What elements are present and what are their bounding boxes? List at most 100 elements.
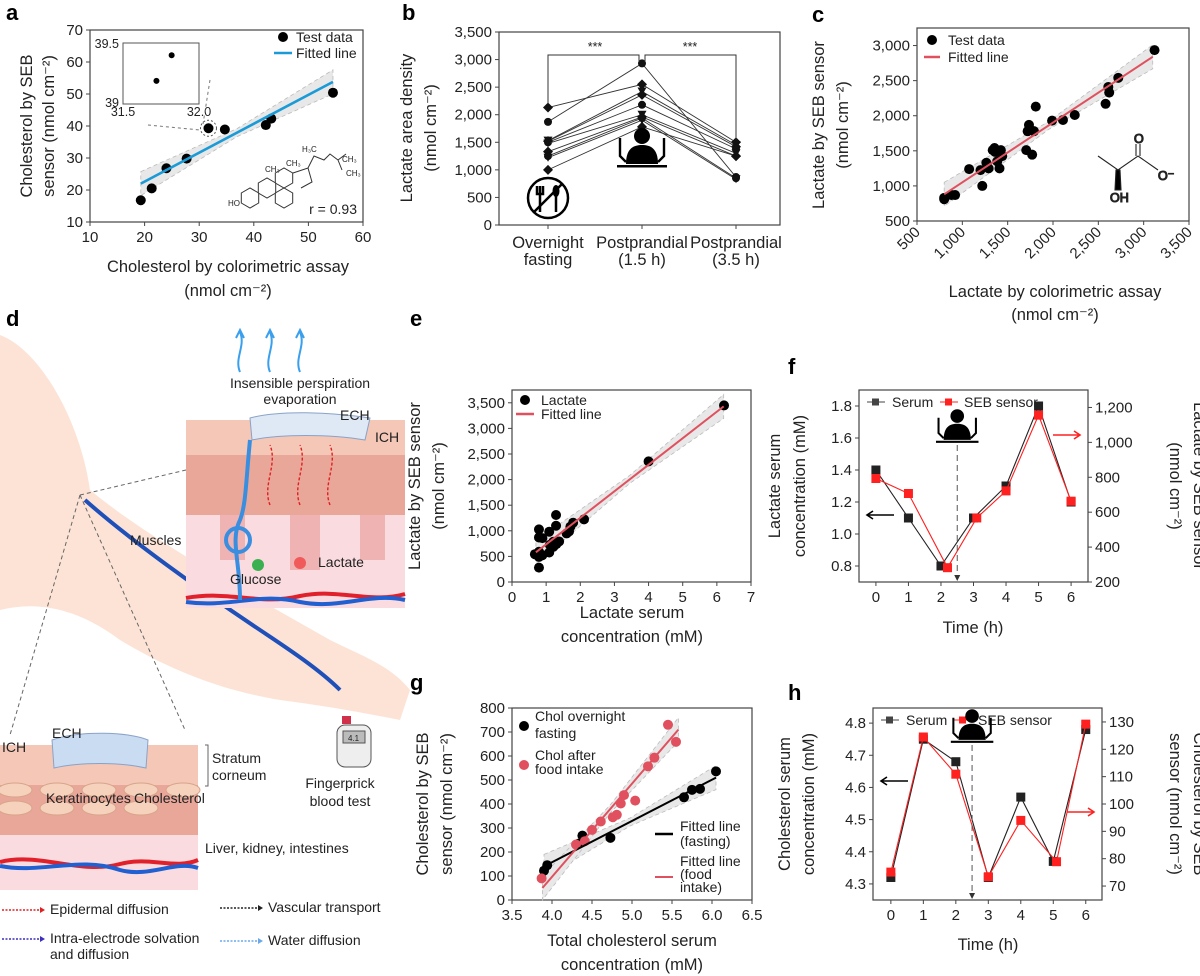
data-point: [871, 473, 881, 483]
y-axis-label: Cholesterol by SEB: [414, 732, 432, 875]
data-point: [942, 563, 952, 573]
y-tick-label: 2,000: [454, 107, 492, 124]
molecule-label: O: [1134, 132, 1144, 146]
inset-frame: [122, 42, 200, 105]
data-point: [637, 89, 647, 100]
x-tick-label: 5.5: [662, 907, 683, 924]
y2-tick-label: 80: [1109, 851, 1126, 868]
significance-bracket: [547, 54, 737, 140]
legend-label: intake): [680, 879, 722, 895]
fitted-line: [140, 80, 334, 185]
y2-tick-label: 800: [1095, 469, 1120, 486]
category-label: Postprandial: [596, 234, 688, 252]
x-tick-label: 1: [919, 907, 927, 924]
data-point: [619, 790, 629, 801]
y2-tick-label: 100: [1109, 796, 1134, 813]
ich-label: ICH: [375, 429, 399, 445]
panel-d-diagram: 4.1: [0, 327, 410, 944]
x-tick-label: 4: [1002, 589, 1010, 606]
legend-label: Test data: [296, 29, 353, 45]
y2-axis-label: Cholesterol by SEB: [1190, 732, 1200, 875]
data-point: [663, 719, 673, 730]
x-tick-label: 5.0: [622, 907, 643, 924]
x-tick-label: 6: [713, 589, 721, 606]
x-axis-label: concentration (mM): [561, 956, 703, 974]
lactate-label: Lactate: [318, 554, 364, 570]
x-tick-label: 6.0: [702, 907, 723, 924]
data-point: [533, 562, 544, 573]
legend-label: Serum: [906, 712, 947, 728]
x-axis-label: Lactate serum: [580, 604, 685, 622]
data-point: [903, 489, 913, 499]
data-point: [871, 465, 881, 475]
fitted-line: [535, 405, 725, 554]
y-tick-label: 500: [480, 548, 505, 565]
glucose-label: Glucose: [230, 571, 282, 587]
data-point: [203, 123, 214, 134]
diagram-legend-label: Vascular transport: [268, 899, 381, 915]
x-tick-label: 3: [969, 589, 977, 606]
data-point: [543, 164, 553, 175]
data-point: [951, 757, 961, 767]
data-point: [554, 536, 565, 547]
y-axis-label: concentration (mM): [800, 733, 818, 875]
y-tick-label: 40: [66, 118, 83, 135]
data-point: [994, 163, 1005, 174]
x-tick-label: 0: [887, 907, 895, 924]
y-tick-label: 1,500: [454, 134, 492, 151]
y2-tick-label: 600: [1095, 504, 1120, 521]
x-tick-label: 3: [984, 907, 992, 924]
legend-marker: [959, 716, 966, 724]
x-tick-label: 7: [747, 589, 755, 606]
y-tick-label: 4.5: [845, 812, 866, 829]
y-tick-label: 1,000: [872, 178, 910, 195]
y-tick-label: 30: [66, 150, 83, 167]
y-tick-label: 700: [480, 724, 505, 741]
legend-label: (fasting): [680, 833, 731, 849]
no-food-icon: [526, 176, 570, 220]
y2-tick-label: 400: [1095, 539, 1120, 556]
panel-letter-g: g: [410, 670, 423, 695]
x-tick-label: 3,000: [1112, 224, 1151, 263]
legend-label: (food: [680, 866, 712, 882]
data-point: [918, 732, 928, 742]
y-axis-label: Cholesterol serum: [776, 737, 794, 871]
y-tick-label: 20: [66, 182, 83, 199]
x-tick-label: 4: [1017, 907, 1025, 924]
data-point: [711, 766, 721, 777]
y2-axis-label: sensor (nmol cm⁻²): [1166, 733, 1184, 875]
skin-section-lower: [0, 732, 209, 890]
x-tick-label: 60: [355, 229, 372, 246]
glucometer-reading: 4.1: [348, 734, 360, 743]
lactate-molecule: [294, 557, 306, 569]
diagram-legend-label: Intra-electrode solvation: [50, 930, 199, 946]
y2-axis-label: (nmol cm⁻²): [1166, 442, 1184, 530]
arm-illustration: [0, 335, 410, 720]
data-point: [637, 116, 647, 125]
data-point: [1027, 149, 1038, 160]
y2-tick-label: 120: [1109, 741, 1134, 758]
y2-tick-label: 130: [1109, 714, 1134, 731]
zoom-connector: [9, 469, 187, 736]
glucose-molecule: [252, 559, 264, 571]
legend-label: fasting: [535, 725, 576, 741]
y-tick-label: 4.3: [845, 876, 866, 893]
vein: [83, 498, 342, 692]
data-point: [1052, 857, 1062, 867]
panel-letter-d: d: [6, 306, 19, 331]
molecule-label: OH: [1110, 191, 1129, 205]
y-tick-label: 60: [66, 54, 83, 71]
panel-letter-a: a: [6, 0, 19, 25]
y2-axis-label: Lactate by SEB sensor: [1190, 402, 1200, 570]
y-tick-label: 1.8: [831, 398, 852, 415]
x-tick-label: 5: [1034, 589, 1042, 606]
data-point: [1001, 481, 1011, 491]
data-point: [1016, 815, 1026, 825]
x-tick-label: 4.5: [582, 907, 603, 924]
legend-marker: [945, 398, 952, 406]
y-tick-label: 2,500: [467, 446, 505, 463]
x-tick-label: 10: [82, 229, 99, 246]
y-tick-label: 600: [480, 748, 505, 765]
